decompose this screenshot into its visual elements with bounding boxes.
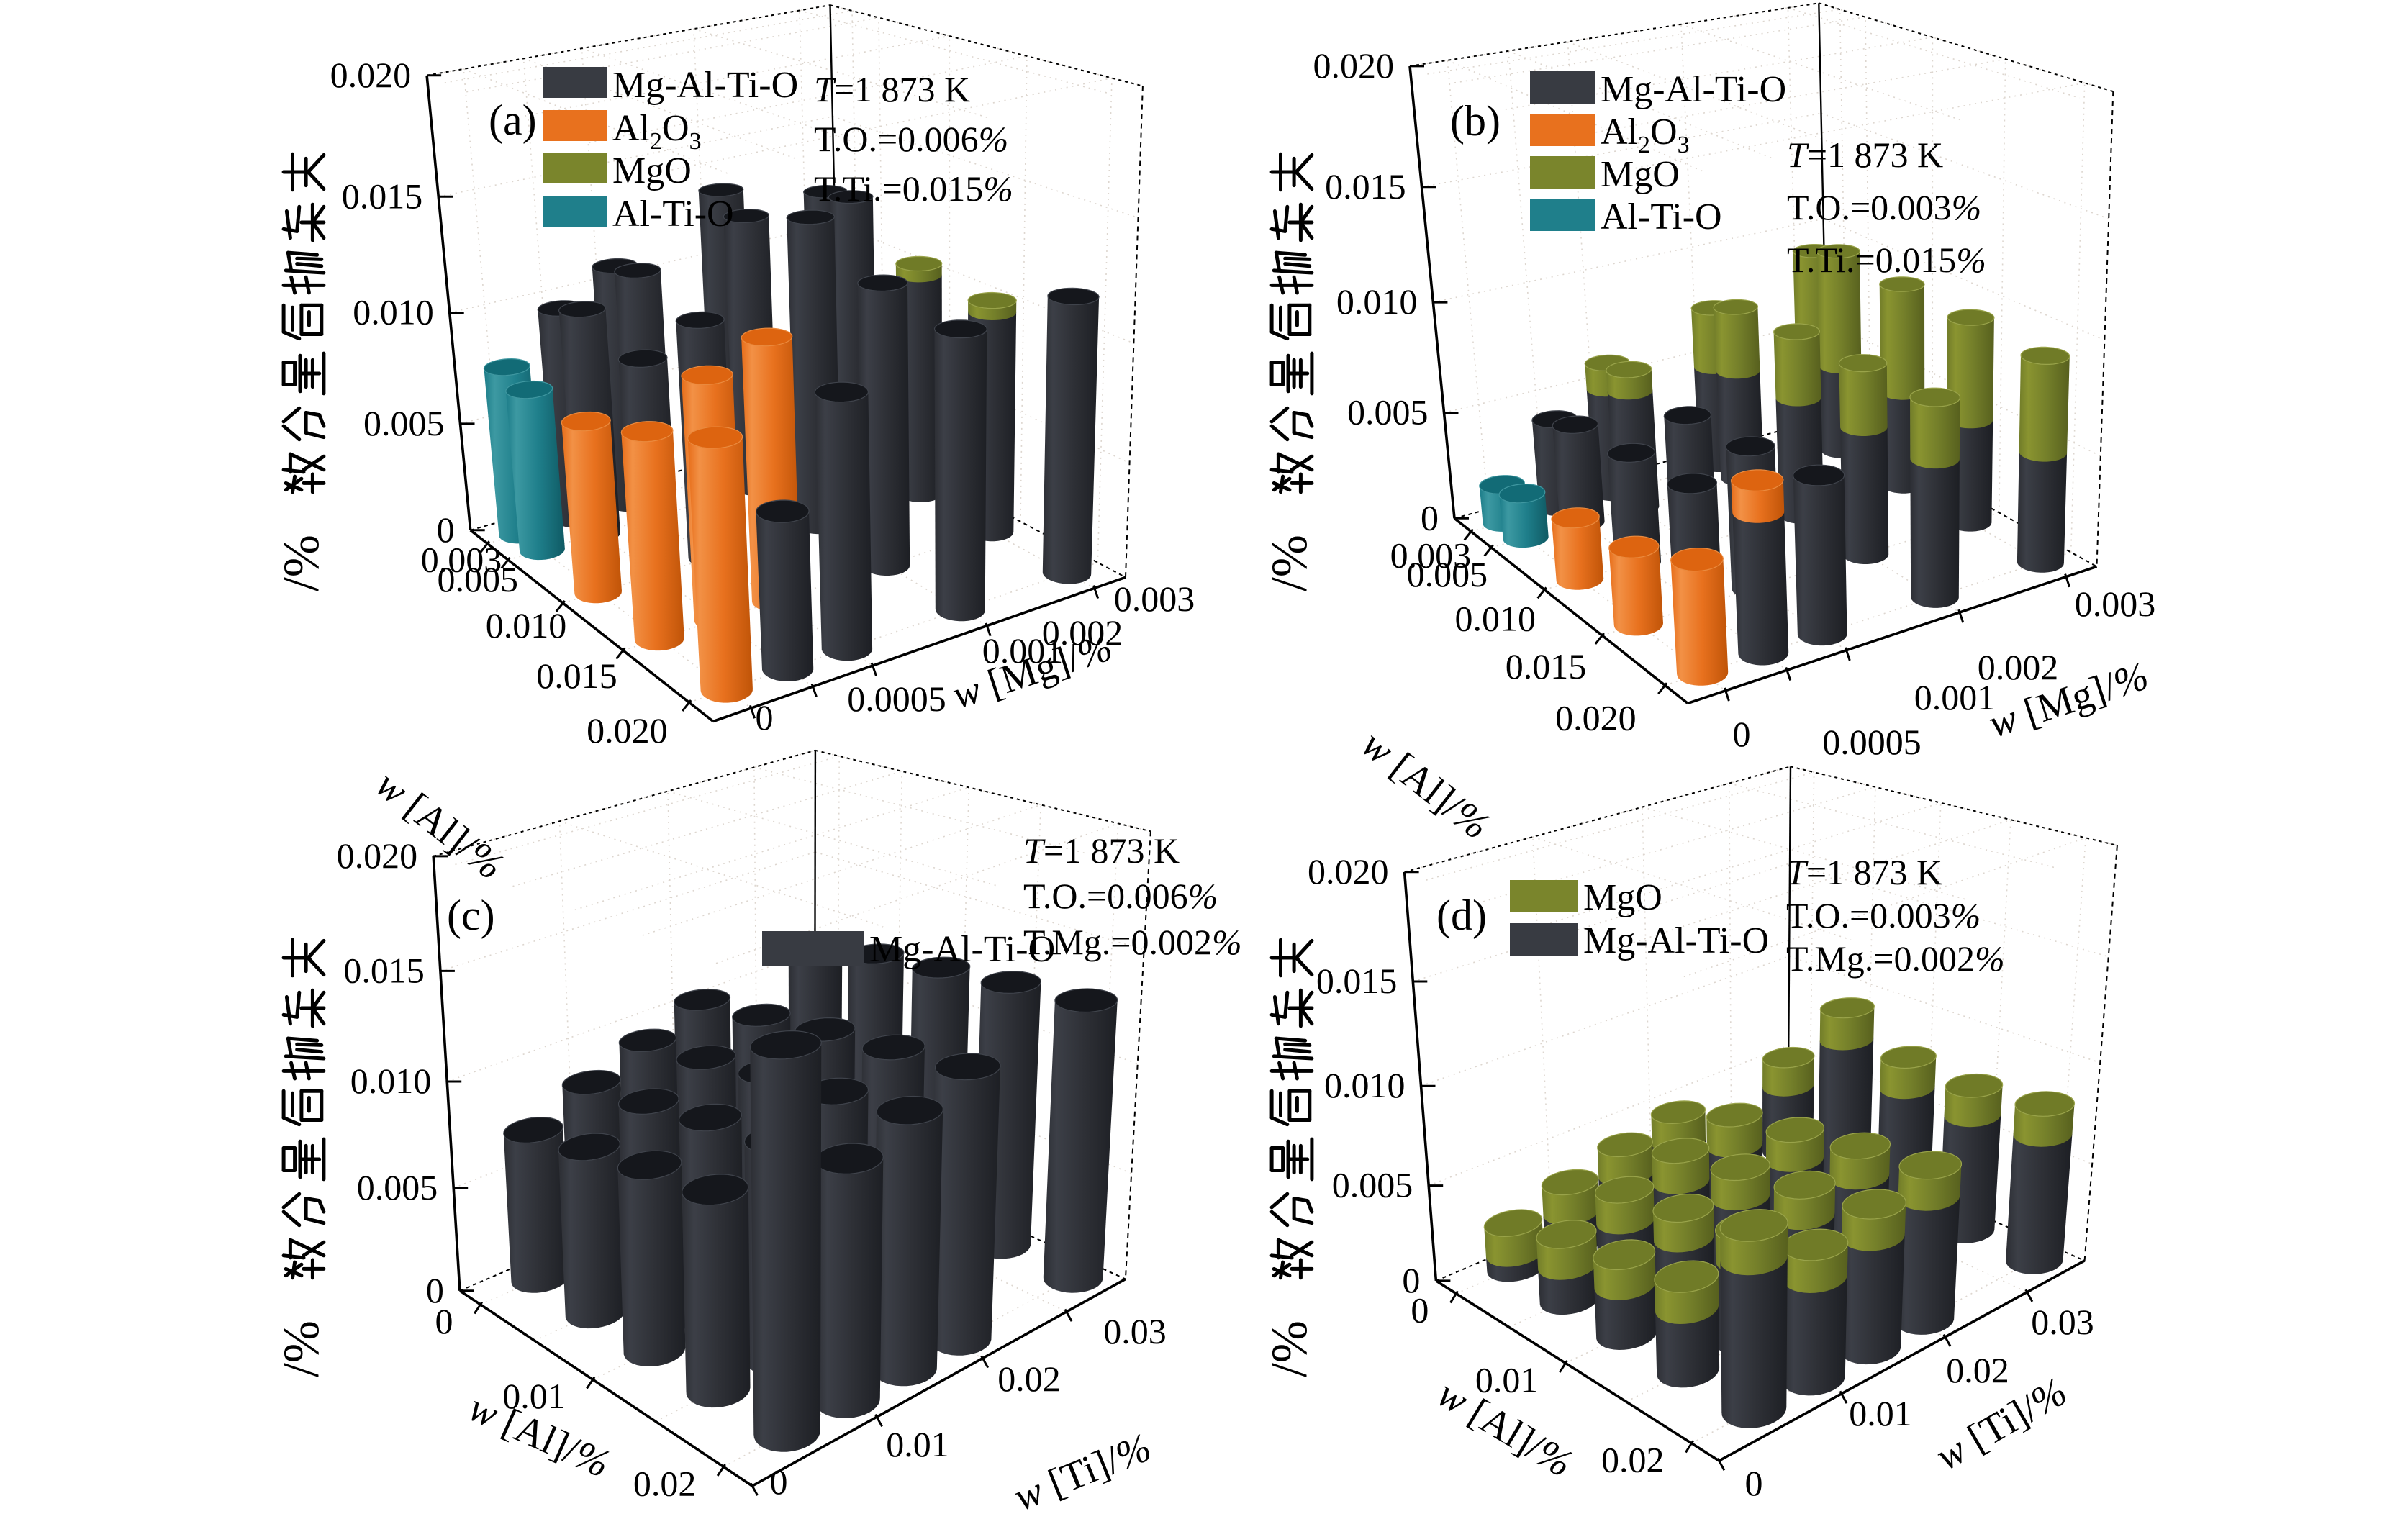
svg-text:0.02: 0.02 — [1946, 1350, 2009, 1390]
svg-text:0.015: 0.015 — [536, 656, 617, 696]
svg-text:0.02: 0.02 — [997, 1359, 1061, 1399]
svg-text:0.020: 0.020 — [337, 835, 418, 876]
svg-text:0.003: 0.003 — [1114, 579, 1195, 619]
svg-text:0.020: 0.020 — [1313, 45, 1395, 86]
svg-text:0.02: 0.02 — [633, 1463, 697, 1503]
svg-text:0.005: 0.005 — [357, 1167, 438, 1207]
svg-text:Mg-Al-Ti-O: Mg-Al-Ti-O — [612, 65, 798, 106]
svg-text:0.015: 0.015 — [1506, 646, 1587, 686]
svg-text:0.003: 0.003 — [2075, 584, 2156, 624]
svg-text:0.020: 0.020 — [330, 55, 412, 95]
svg-text:0.015: 0.015 — [1325, 166, 1406, 207]
svg-text:0: 0 — [1733, 714, 1751, 754]
svg-text:T.O.=0.003%: T.O.=0.003% — [1787, 187, 1981, 227]
svg-text:0.005: 0.005 — [1332, 1165, 1413, 1205]
svg-text:0.010: 0.010 — [1324, 1065, 1406, 1105]
svg-text:/%: /% — [273, 1320, 330, 1377]
svg-text:T=1 873 K: T=1 873 K — [1786, 852, 1942, 892]
svg-text:0.005: 0.005 — [363, 403, 445, 443]
svg-text:0.005: 0.005 — [1347, 392, 1429, 432]
svg-text:T.Mg.=0.002%: T.Mg.=0.002% — [1786, 938, 2005, 979]
svg-text:0: 0 — [770, 1461, 788, 1502]
svg-text:Al-Ti-O: Al-Ti-O — [612, 194, 734, 235]
svg-text:Al-Ti-O: Al-Ti-O — [1601, 196, 1722, 237]
svg-text:T.Mg.=0.002%: T.Mg.=0.002% — [1023, 922, 1242, 962]
svg-text:(c): (c) — [447, 892, 495, 939]
svg-text:0.010: 0.010 — [350, 1061, 432, 1101]
svg-text:0.02: 0.02 — [1601, 1440, 1665, 1480]
svg-text:T.O.=0.006%: T.O.=0.006% — [1023, 876, 1218, 916]
svg-text:0: 0 — [1411, 1290, 1429, 1330]
svg-text:0.010: 0.010 — [1336, 281, 1418, 322]
svg-text:0.01: 0.01 — [1849, 1393, 1912, 1433]
svg-text:0.015: 0.015 — [342, 176, 423, 216]
svg-text:0.005: 0.005 — [1407, 554, 1488, 594]
svg-text:/%: /% — [1262, 1320, 1318, 1377]
svg-text:0.005: 0.005 — [437, 559, 518, 599]
svg-text:0.015: 0.015 — [1316, 961, 1398, 1001]
svg-text:Mg-Al-Ti-O: Mg-Al-Ti-O — [1601, 69, 1786, 110]
svg-text:0: 0 — [1421, 497, 1439, 538]
svg-text:T=1 873 K: T=1 873 K — [1787, 135, 1943, 175]
svg-text:/%: /% — [273, 535, 330, 591]
svg-text:MgO: MgO — [1601, 154, 1680, 195]
svg-text:0: 0 — [756, 697, 774, 738]
svg-text:0.010: 0.010 — [486, 605, 567, 645]
svg-text:Mg-Al-Ti-O: Mg-Al-Ti-O — [1583, 920, 1769, 961]
svg-text:0: 0 — [1745, 1463, 1763, 1503]
svg-text:0.015: 0.015 — [343, 950, 425, 990]
svg-text:0.03: 0.03 — [1103, 1311, 1167, 1351]
svg-text:0.010: 0.010 — [1455, 599, 1536, 639]
svg-text:(b): (b) — [1450, 97, 1501, 145]
svg-text:0.03: 0.03 — [2031, 1302, 2094, 1342]
svg-text:T.Ti.=0.015%: T.Ti.=0.015% — [814, 168, 1013, 209]
svg-text:0: 0 — [435, 1301, 453, 1341]
svg-text:0.020: 0.020 — [1308, 851, 1389, 892]
svg-text:MgO: MgO — [612, 150, 692, 191]
svg-text:0.002: 0.002 — [1978, 647, 2059, 687]
svg-text:0.020: 0.020 — [587, 710, 668, 751]
svg-text:(a): (a) — [489, 96, 537, 144]
svg-text:(d): (d) — [1436, 892, 1487, 939]
svg-text:0.0005: 0.0005 — [847, 679, 946, 719]
svg-text:T.Ti.=0.015%: T.Ti.=0.015% — [1787, 240, 1986, 280]
svg-text:T=1 873 K: T=1 873 K — [1023, 830, 1180, 871]
svg-text:T.O.=0.003%: T.O.=0.003% — [1786, 895, 1981, 935]
svg-text:T.O.=0.006%: T.O.=0.006% — [814, 119, 1008, 159]
svg-text:MgO: MgO — [1583, 877, 1662, 918]
svg-text:0.010: 0.010 — [353, 292, 434, 332]
svg-text:T=1 873 K: T=1 873 K — [814, 69, 970, 109]
svg-text:0.01: 0.01 — [886, 1424, 949, 1464]
svg-text:0.0005: 0.0005 — [1822, 722, 1922, 762]
svg-text:/%: /% — [1262, 535, 1318, 591]
svg-text:0.020: 0.020 — [1555, 697, 1637, 738]
